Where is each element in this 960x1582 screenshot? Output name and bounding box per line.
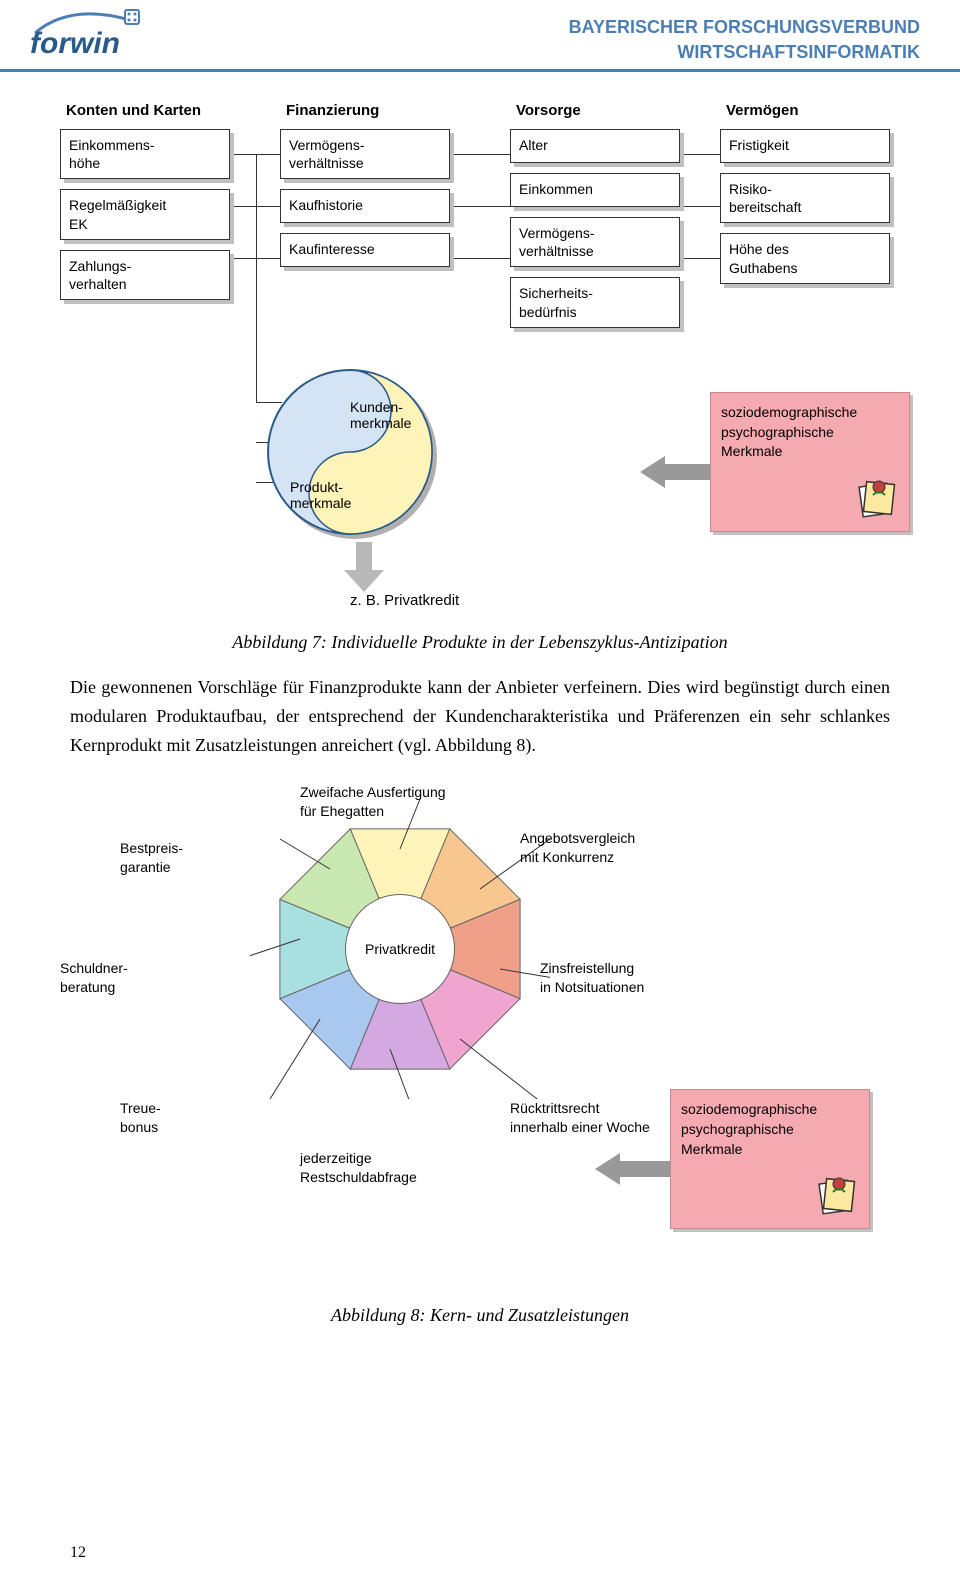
arrow-left-icon [640, 452, 710, 492]
connector [454, 154, 510, 155]
svg-text:Kunden-: Kunden- [350, 399, 403, 415]
octagon-center: Privatkredit [345, 894, 455, 1004]
col-header: Vermögen [720, 102, 890, 119]
box-fristigkeit: Fristigkeit [720, 129, 890, 163]
svg-text:forwin: forwin [30, 27, 120, 58]
clipart-icon [853, 475, 901, 523]
forwin-logo: forwin [30, 8, 190, 65]
f8-label-angebotsvergleich: Angebotsvergleichmit Konkurrenz [520, 829, 635, 865]
connector [234, 154, 280, 155]
fig8-merkmale-box: soziodemographische psychographische Mer… [670, 1089, 870, 1229]
col-header: Vorsorge [510, 102, 680, 119]
fig7-merkmale-box: soziodemographische psychographische Mer… [710, 392, 910, 532]
yinyang-svg: Produkt- merkmale Kunden- merkmale [260, 362, 450, 552]
fig7-col-vorsorge: Vorsorge Alter Einkommen Vermögens-verhä… [510, 102, 680, 338]
connector [234, 206, 280, 207]
fig7-caption: Abbildung 7: Individuelle Produkte in de… [0, 632, 960, 653]
box-vermoegensverhaeltnisse2: Vermögens-verhältnisse [510, 217, 680, 267]
box-risikobereitschaft: Risiko-bereitschaft [720, 173, 890, 223]
svg-text:Produkt-: Produkt- [290, 479, 343, 495]
figure7: Konten und Karten Einkommens-höhe Regelm… [60, 102, 900, 612]
svg-text:merkmale: merkmale [350, 415, 412, 431]
pink-line2: psychographische [681, 1120, 859, 1140]
f8-label-schuldnerberatung: Schuldner-beratung [60, 959, 128, 995]
fig8-caption: Abbildung 8: Kern- und Zusatzleistungen [0, 1305, 960, 1326]
page-number: 12 [70, 1544, 86, 1562]
pink-line3: Merkmale [721, 442, 899, 462]
fig7-col-konten: Konten und Karten Einkommens-höhe Regelm… [60, 102, 230, 310]
f8-label-zweifache: Zweifache Ausfertigungfür Ehegatten [300, 783, 446, 819]
f8-label-bestpreisgarantie: Bestpreis-garantie [120, 839, 183, 875]
f8-label-ruecktrittsrecht: Rücktrittsrechtinnerhalb einer Woche [510, 1099, 650, 1135]
f8-label-treuebonus: Treue-bonus [120, 1099, 161, 1135]
arrow-left-icon [595, 1149, 670, 1189]
connector [684, 154, 720, 155]
pink-line3: Merkmale [681, 1140, 859, 1160]
connector [256, 154, 257, 402]
box-regelmaessigkeit: RegelmäßigkeitEK [60, 189, 230, 239]
logo-svg: forwin [30, 8, 190, 58]
box-kaufinteresse: Kaufinteresse [280, 233, 450, 267]
page-container: forwin BAYERISCHER FORSCHUNGSVERBUND WIR… [0, 0, 960, 1582]
f8-label-restschuld: jederzeitigeRestschuldabfrage [300, 1149, 417, 1185]
connector [684, 258, 720, 259]
box-vermoegensverhaeltnisse: Vermögens-verhältnisse [280, 129, 450, 179]
box-einkommen: Einkommen [510, 173, 680, 207]
arrow-down-icon [344, 542, 384, 592]
col-header: Konten und Karten [60, 102, 230, 119]
fig7-col-vermoegen: Vermögen Fristigkeit Risiko-bereitschaft… [720, 102, 890, 294]
octagon: Privatkredit [250, 799, 550, 1104]
connector [234, 258, 280, 259]
pink-line2: psychographische [721, 423, 899, 443]
fig7-col-finanzierung: Finanzierung Vermögens-verhältnisse Kauf… [280, 102, 450, 277]
header-line2: WIRTSCHAFTSINFORMATIK [569, 40, 920, 65]
connector [454, 206, 510, 207]
page-header: forwin BAYERISCHER FORSCHUNGSVERBUND WIR… [0, 0, 960, 72]
yinyang-icon: Produkt- merkmale Kunden- merkmale [260, 362, 460, 562]
center-label: Privatkredit [365, 941, 435, 957]
box-einkommenshoehe: Einkommens-höhe [60, 129, 230, 179]
body-paragraph: Die gewonnenen Vorschläge für Finanzprod… [70, 673, 890, 759]
box-kaufhistorie: Kaufhistorie [280, 189, 450, 223]
pink-line1: soziodemographische [721, 403, 899, 423]
connector [684, 206, 720, 207]
clipart-icon [813, 1172, 861, 1220]
col-header: Finanzierung [280, 102, 450, 119]
header-line1: BAYERISCHER FORSCHUNGSVERBUND [569, 15, 920, 40]
figure8: Privatkredit Zweifache Ausfertigungfür E… [100, 789, 900, 1289]
pink-line1: soziodemographische [681, 1100, 859, 1120]
connector [454, 258, 510, 259]
svg-text:merkmale: merkmale [290, 495, 352, 511]
zb-privatkredit-label: z. B. Privatkredit [350, 592, 459, 609]
box-alter: Alter [510, 129, 680, 163]
header-text: BAYERISCHER FORSCHUNGSVERBUND WIRTSCHAFT… [569, 15, 920, 65]
f8-label-zinsfreistellung: Zinsfreistellungin Notsituationen [540, 959, 644, 995]
box-hoehe-guthaben: Höhe desGuthabens [720, 233, 890, 283]
box-zahlungsverhalten: Zahlungs-verhalten [60, 250, 230, 300]
box-sicherheitsbeduerfnis: Sicherheits-bedürfnis [510, 277, 680, 327]
